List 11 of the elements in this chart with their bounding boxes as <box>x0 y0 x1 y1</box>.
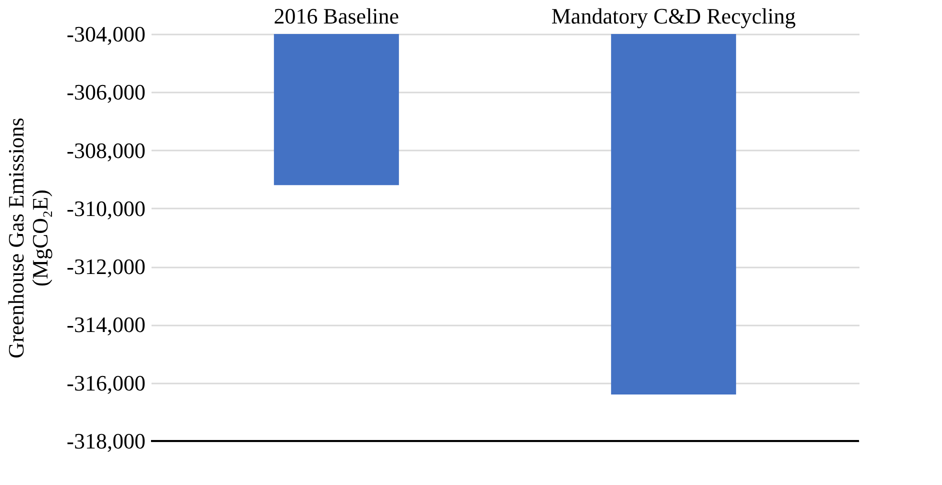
y-tick-label: -318,000 <box>66 428 146 454</box>
y-tick-label: -306,000 <box>66 80 146 105</box>
y-tick-label: -308,000 <box>66 138 146 163</box>
y-tick-label: -316,000 <box>66 370 146 396</box>
x-tick-label: Mandatory C&D Recycling <box>551 4 796 28</box>
y-tick-label: -310,000 <box>66 196 146 221</box>
y-tick-label: -304,000 <box>66 22 146 46</box>
y-axis-title: Greenhouse Gas Emissions (MgCO₂E) <box>4 118 53 358</box>
y-tick-label: -312,000 <box>66 254 146 280</box>
x-tick-label: 2016 Baseline <box>274 4 400 28</box>
y-tick-label: -314,000 <box>66 312 146 338</box>
